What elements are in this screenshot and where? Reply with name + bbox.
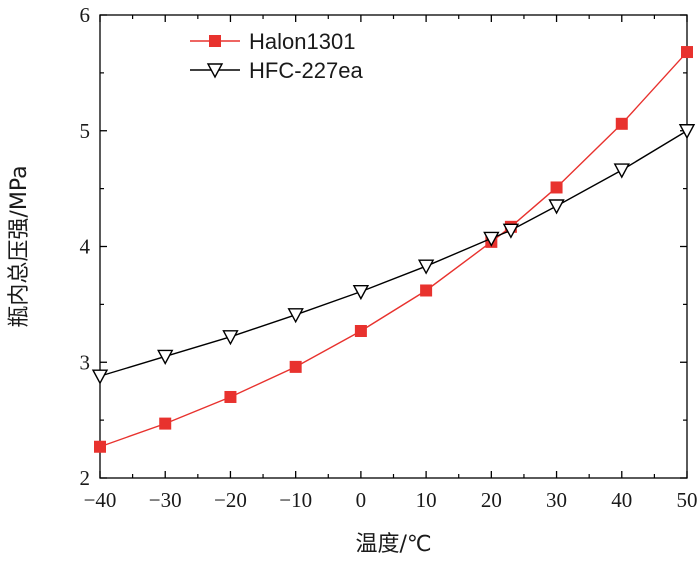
data-point-hfc-227ea — [615, 164, 629, 177]
plot-frame — [100, 15, 687, 478]
x-tick-label: 40 — [611, 488, 632, 512]
x-tick-label: 30 — [546, 488, 567, 512]
x-axis-title: 温度/℃ — [355, 532, 431, 557]
x-tick-label: −20 — [214, 488, 247, 512]
data-point-halon1301 — [290, 361, 301, 372]
y-tick-label: 5 — [80, 119, 91, 143]
x-tick-label: −30 — [149, 488, 182, 512]
data-point-halon1301 — [682, 47, 693, 58]
data-point-halon1301 — [95, 441, 106, 452]
y-tick-label: 4 — [80, 235, 91, 259]
y-axis-title: 瓶内总压强/MPa — [7, 165, 32, 327]
data-point-hfc-227ea — [550, 200, 564, 213]
legend-marker-halon1301 — [210, 36, 221, 47]
x-tick-label: −40 — [84, 488, 117, 512]
data-point-hfc-227ea — [419, 260, 433, 273]
data-point-hfc-227ea — [289, 309, 303, 322]
x-tick-label: −10 — [279, 488, 312, 512]
data-point-hfc-227ea — [223, 331, 237, 344]
data-point-halon1301 — [355, 325, 366, 336]
pressure-temperature-chart: −40 −30 −20 −10 0 10 20 30 40 50 2 3 4 5 6 温度/℃ 瓶内总压强/MP… — [0, 0, 700, 563]
series-line-hfc-227ea — [100, 131, 687, 376]
series-line-halon1301 — [100, 52, 687, 447]
data-point-hfc-227ea — [354, 286, 368, 299]
data-point-halon1301 — [551, 182, 562, 193]
x-tick-label: 50 — [677, 488, 698, 512]
data-point-hfc-227ea — [158, 350, 172, 363]
legend-label-halon1301: Halon1301 — [249, 29, 355, 54]
data-point-halon1301 — [160, 418, 171, 429]
y-tick-label: 3 — [80, 350, 91, 374]
data-point-halon1301 — [421, 285, 432, 296]
y-tick-label: 6 — [80, 3, 91, 27]
legend-label-hfc-227ea: HFC-227ea — [249, 58, 363, 83]
x-tick-label: 0 — [356, 488, 367, 512]
y-tick-label: 2 — [80, 466, 91, 490]
x-tick-label: 10 — [416, 488, 437, 512]
x-tick-label: 20 — [481, 488, 502, 512]
data-point-halon1301 — [225, 391, 236, 402]
data-point-hfc-227ea — [93, 370, 107, 383]
data-point-halon1301 — [616, 118, 627, 129]
